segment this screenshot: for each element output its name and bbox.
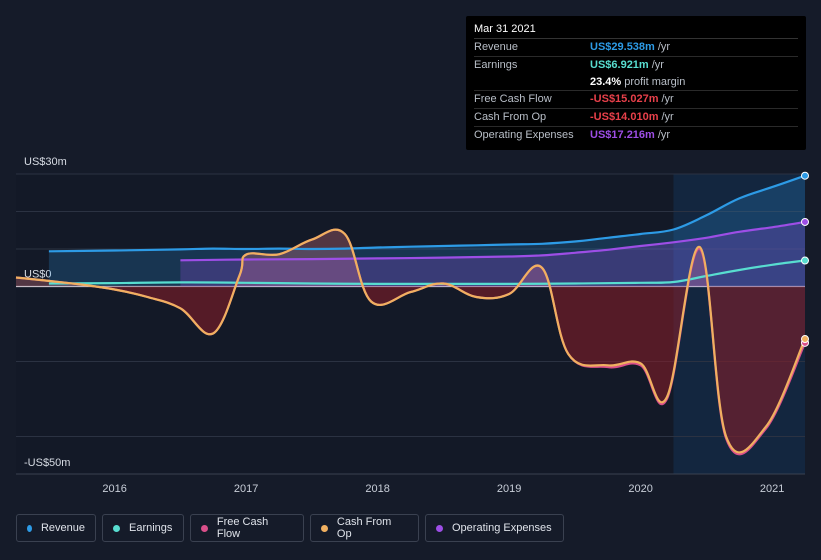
legend-label: Free Cash Flow <box>216 516 269 540</box>
cash-from-op-area-negative <box>16 286 805 453</box>
x-tick-label: 2021 <box>760 483 784 495</box>
x-tick-label: 2017 <box>234 483 258 495</box>
series-line-cash-from-op <box>15 228 807 454</box>
tooltip-label: Earnings <box>474 58 518 71</box>
x-tick-label: 2018 <box>365 483 389 495</box>
series-end-point <box>801 335 809 344</box>
series-end-point <box>801 217 809 226</box>
x-tick-label: 2016 <box>102 483 126 495</box>
legend-item-free-cash-flow[interactable]: Free Cash Flow <box>190 514 304 542</box>
tooltip-row-free-cash-flow: Free Cash Flow -US$15.027m /yr <box>474 91 798 110</box>
tooltip-suffix: /yr <box>651 58 664 71</box>
tooltip-value: -US$15.027m <box>590 93 659 106</box>
series-area-operating-expenses <box>180 221 805 287</box>
series-end-point <box>801 171 809 180</box>
legend-dot-icon <box>27 524 32 532</box>
tooltip-label <box>474 74 590 91</box>
tooltip-date: Mar 31 2021 <box>474 21 798 39</box>
tooltip-row-earnings: Earnings US$6.921m /yr <box>474 57 798 74</box>
tooltip: Mar 31 2021 Revenue US$29.538m /yr Earni… <box>466 16 806 150</box>
tooltip-label: Operating Expenses <box>474 128 574 141</box>
legend-label: Operating Expenses <box>452 522 552 534</box>
tooltip-suffix: /yr <box>661 111 674 124</box>
tooltip-row-revenue: Revenue US$29.538m /yr <box>474 39 798 57</box>
tooltip-value: US$6.921m <box>590 58 649 71</box>
tooltip-label: Cash From Op <box>474 111 547 124</box>
tooltip-value: US$17.216m <box>590 128 655 141</box>
x-tick-label: 2019 <box>497 483 521 495</box>
series-line-revenue <box>48 174 806 253</box>
tooltip-suffix: profit margin <box>624 75 686 88</box>
tooltip-value: -US$14.010m <box>590 111 659 124</box>
tooltip-row-profit-margin: 23.4% profit margin <box>474 74 798 92</box>
x-tick-label: 2020 <box>628 483 652 495</box>
tooltip-row-cash-from-op: Cash From Op -US$14.010m /yr <box>474 109 798 127</box>
tooltip-row-operating-expenses: Operating Expenses US$17.216m /yr <box>474 127 798 144</box>
y-tick-label: US$30m <box>24 156 67 168</box>
tooltip-suffix: /yr <box>661 93 674 106</box>
legend-item-operating-expenses[interactable]: Operating Expenses <box>425 514 564 542</box>
legend-label: Revenue <box>40 522 85 534</box>
legend-label: Cash From Op <box>336 516 392 540</box>
tooltip-value: 23.4% <box>590 75 622 88</box>
legend-item-revenue[interactable]: Revenue <box>16 514 96 542</box>
legend-label: Earnings <box>129 522 173 534</box>
tooltip-label: Revenue <box>474 41 519 53</box>
chart: US$30m US$0 -US$50m 2016 2017 2018 2019 2020 202… <box>15 156 809 495</box>
legend-dot-icon <box>436 524 443 532</box>
legend-item-cash-from-op[interactable]: Cash From Op <box>310 514 419 542</box>
y-tick-label: -US$50m <box>24 457 70 469</box>
series-end-point <box>801 256 809 265</box>
y-tick-label: US$0 <box>24 269 52 281</box>
legend-item-earnings[interactable]: Earnings <box>102 514 184 542</box>
tooltip-value: US$29.538m <box>590 41 655 53</box>
tooltip-label: Free Cash Flow <box>474 93 552 106</box>
legend-dot-icon <box>321 524 328 532</box>
tooltip-suffix: /yr <box>657 128 671 141</box>
legend-dot-icon <box>113 524 120 532</box>
tooltip-suffix: /yr <box>657 41 671 53</box>
series-line-operating-expenses <box>180 220 806 262</box>
legend-dot-icon <box>201 524 208 532</box>
series-line-earnings <box>48 259 806 286</box>
